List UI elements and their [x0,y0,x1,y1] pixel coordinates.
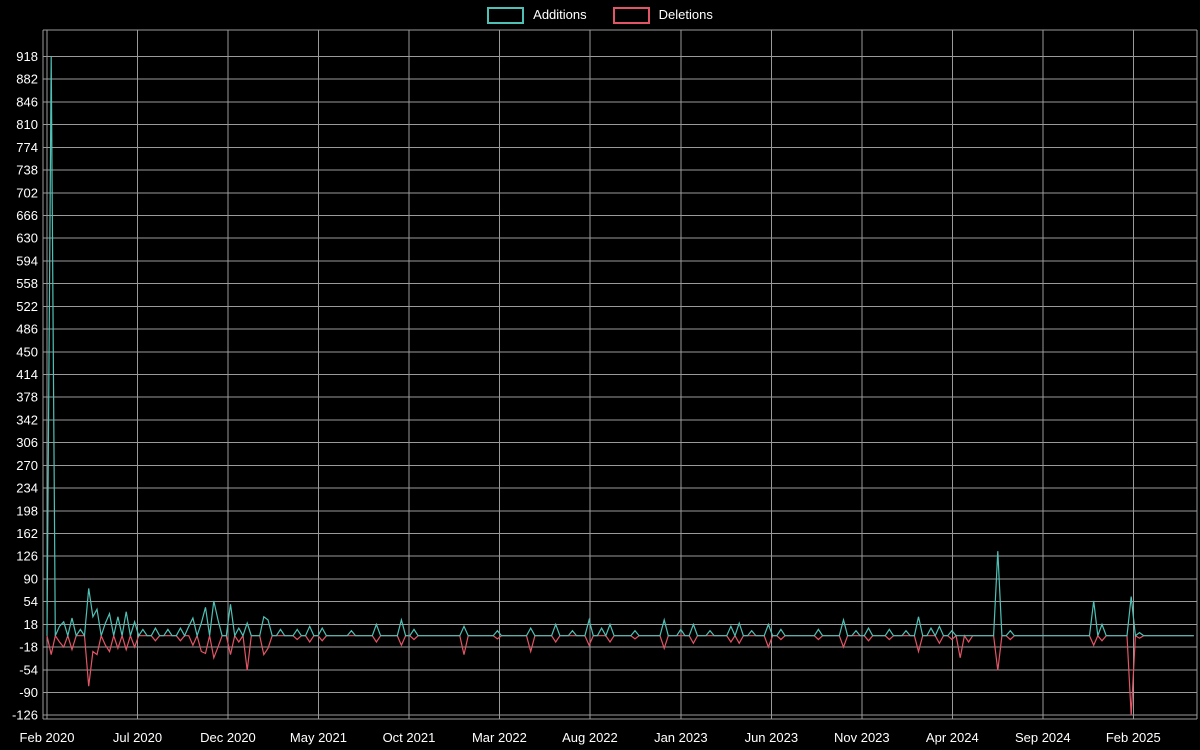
additions-series-line[interactable] [46,56,1194,639]
chart-legend: Additions Deletions [0,6,1200,24]
y-axis-tick-label: 522 [16,299,38,314]
y-axis-tick-label: 378 [16,390,38,405]
y-axis-tick-label: 342 [16,412,38,427]
y-axis-tick-label: 630 [16,231,38,246]
y-axis-tick-label: 594 [16,253,38,268]
x-axis-tick-label: Apr 2024 [926,730,979,745]
y-axis-tick-label: 702 [16,185,38,200]
y-axis-tick-label: -90 [19,685,38,700]
y-axis-tick-label: 738 [16,163,38,178]
y-axis-tick-label: 414 [16,367,38,382]
x-axis-tick-label: Mar 2022 [472,730,527,745]
x-axis-tick-label: Aug 2022 [562,730,618,745]
y-axis-tick-label: 126 [16,549,38,564]
y-axis-tick-label: 558 [16,276,38,291]
x-axis-tick-label: Dec 2020 [200,730,256,745]
y-axis-tick-label: 54 [24,594,38,609]
y-axis-tick-label: 90 [24,571,38,586]
y-axis-tick-label: 306 [16,435,38,450]
y-axis-tick-label: -18 [19,640,38,655]
y-axis-tick-label: 882 [16,72,38,87]
y-axis-tick-label: -126 [12,708,38,723]
x-axis-tick-label: Sep 2024 [1015,730,1071,745]
legend-label-additions: Additions [533,7,587,22]
deletions-series-line[interactable] [46,633,1194,716]
y-axis-tick-label: 198 [16,503,38,518]
y-axis-tick-label: 918 [16,49,38,64]
y-axis-tick-label: 486 [16,322,38,337]
y-axis-tick-label: 162 [16,526,38,541]
x-axis-tick-label: May 2021 [290,730,347,745]
additions-swatch-icon [487,6,525,24]
y-axis-tick-label: 774 [16,140,38,155]
legend-item-deletions[interactable]: Deletions [612,6,713,24]
y-axis-tick-label: 666 [16,208,38,223]
y-axis-tick-label: 270 [16,458,38,473]
x-axis-tick-label: Feb 2025 [1106,730,1161,745]
x-axis-tick-label: Jan 2023 [654,730,708,745]
y-axis-tick-label: 450 [16,344,38,359]
legend-item-additions[interactable]: Additions [487,6,587,24]
deletions-swatch-icon [612,6,650,24]
y-axis-tick-label: 18 [24,617,38,632]
x-axis-tick-label: Oct 2021 [383,730,436,745]
x-axis-tick-label: Jul 2020 [113,730,162,745]
x-axis-tick-label: Jun 2023 [745,730,799,745]
x-axis-tick-label: Nov 2023 [834,730,890,745]
x-axis-tick-label: Feb 2020 [20,730,75,745]
y-axis-tick-label: -54 [19,662,38,677]
y-axis-tick-label: 846 [16,94,38,109]
y-axis-tick-label: 810 [16,117,38,132]
y-axis-tick-label: 234 [16,481,38,496]
legend-label-deletions: Deletions [658,7,713,22]
